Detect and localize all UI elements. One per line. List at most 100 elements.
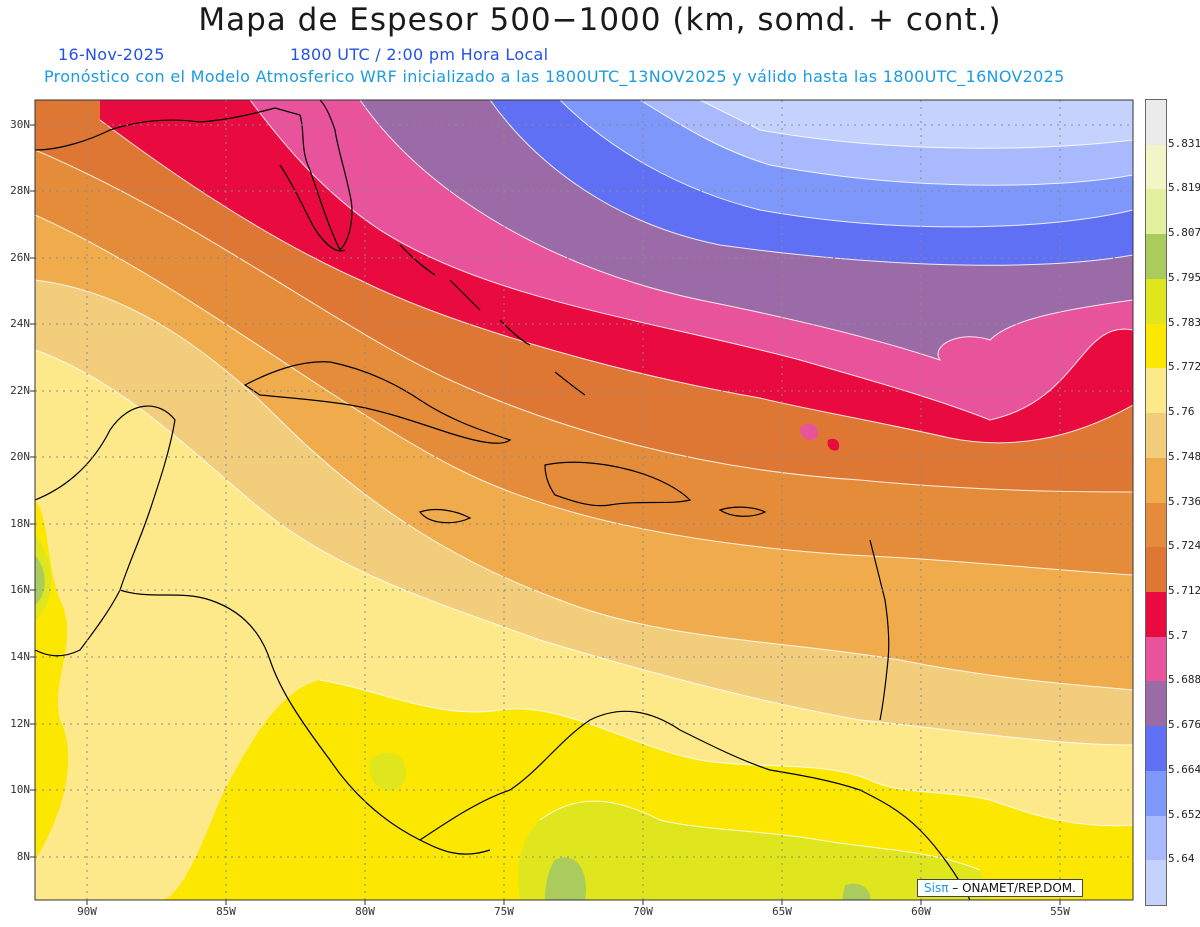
band-5.712 (100, 100, 1133, 443)
lat-label: 8N (16, 850, 30, 863)
valid-date: 16-Nov-2025 (58, 45, 165, 64)
credit-text: – ONAMET/REP.DOM. (948, 881, 1076, 895)
lon-label: 65W (772, 905, 792, 918)
band-5.664 (560, 100, 1133, 227)
lat-label: 30N (10, 118, 30, 131)
thickness-bands (35, 100, 1133, 900)
grid-lines (35, 100, 1133, 900)
band-5.807-c (35, 555, 45, 605)
lon-label: 70W (633, 905, 653, 918)
colorbar-swatch (1146, 457, 1166, 503)
colorbar-swatch (1146, 815, 1166, 861)
hispaniola (544, 461, 692, 507)
colorbar-swatch (1146, 636, 1166, 682)
colorbar-swatch (1146, 681, 1166, 727)
band-5.7-blob (800, 423, 819, 441)
colorbar-label: 5.736 (1168, 494, 1200, 508)
yucatan (35, 405, 176, 657)
puerto-rico (718, 506, 767, 517)
colorbar-swatch (1146, 547, 1166, 593)
colorbar-label: 5.795 (1168, 270, 1200, 284)
coastlines (35, 100, 971, 900)
colorbar-label: 5.772 (1168, 360, 1200, 374)
band-5.783-a (160, 680, 1133, 900)
band-5.64 (700, 100, 1133, 149)
band-5.688 (360, 100, 1133, 360)
cuba (243, 361, 512, 444)
band-5.748 (35, 215, 1133, 690)
lon-label: 80W (355, 905, 375, 918)
florida (279, 164, 346, 252)
colorbar-swatch (1146, 234, 1166, 280)
band-5.795-a (518, 801, 990, 900)
lat-label: 14N (10, 650, 30, 663)
colorbar-swatch (1146, 860, 1166, 906)
band-5.807-b (842, 883, 871, 900)
colorbar-swatch (1146, 770, 1166, 817)
colorbar-label: 5.724 (1168, 539, 1200, 553)
colorbar-swatch (1146, 189, 1166, 235)
band-5.712-blob (827, 438, 840, 451)
lesser-antilles (869, 539, 890, 721)
axis-ticks (30, 124, 1061, 905)
map-title: Mapa de Espesor 500−1000 (km, somd. + co… (198, 2, 1002, 38)
colorbar-swatch (1146, 726, 1166, 772)
valid-time: 1800 UTC / 2:00 pm Hora Local (290, 45, 549, 64)
lon-label: 75W (494, 905, 514, 918)
colorbar-label: 5.664 (1168, 762, 1200, 776)
sispi-logo: Sisπ (924, 881, 949, 895)
jamaica (419, 508, 472, 524)
band-5.795-c (369, 752, 406, 791)
colorbar-label: 5.676 (1168, 718, 1200, 732)
lat-label: 18N (10, 517, 30, 530)
colorbar-label: 5.76 (1168, 405, 1195, 419)
colorbar-swatch (1146, 278, 1166, 325)
colorbar-label: 5.688 (1168, 673, 1200, 687)
colorbar-label: 5.64 (1168, 852, 1195, 866)
lat-label: 12N (10, 717, 30, 730)
lat-label: 16N (10, 583, 30, 596)
band-5.772 (35, 350, 1133, 900)
colorbar-label: 5.712 (1168, 583, 1200, 597)
colorbar-swatch (1146, 323, 1166, 369)
band-5.724 (35, 100, 1133, 492)
band-5.76 (35, 280, 1133, 745)
colorbar-swatch (1146, 591, 1166, 638)
lon-label: 60W (911, 905, 931, 918)
model-description: Pronóstico con el Modelo Atmosferico WRF… (44, 67, 1065, 86)
lon-label: 85W (216, 905, 236, 918)
lat-label: 26N (10, 251, 30, 264)
credit-box: Sisπ – ONAMET/REP.DOM. (917, 879, 1083, 897)
lat-label: 20N (10, 450, 30, 463)
lat-label: 24N (10, 317, 30, 330)
colorbar-label: 5.7 (1168, 628, 1188, 642)
lon-label: 55W (1050, 905, 1070, 918)
colorbar-label: 5.652 (1168, 807, 1200, 821)
lat-label: 28N (10, 184, 30, 197)
colorbar-swatch (1146, 502, 1166, 548)
colorbar-label: 5.807 (1168, 226, 1200, 240)
lat-label: 22N (10, 384, 30, 397)
colorbar-swatch (1146, 100, 1166, 146)
colorbar-label: 5.831 (1168, 136, 1200, 150)
colorbar-swatch (1146, 368, 1166, 414)
band-5.676 (490, 100, 1133, 266)
band-5.736 (35, 150, 1133, 575)
colorbar-label: 5.783 (1168, 315, 1200, 329)
lat-label: 10N (10, 783, 30, 796)
thickness-contours (35, 100, 1133, 871)
colorbar-label: 5.748 (1168, 449, 1200, 463)
colorbar (1145, 99, 1167, 906)
bahamas (399, 244, 586, 396)
gulf-coast (35, 100, 353, 252)
map-frame (34, 99, 1134, 901)
band-5.652 (640, 100, 1133, 186)
band-5.807-a (545, 857, 586, 900)
colorbar-label: 5.819 (1168, 181, 1200, 195)
panama-colombia (419, 710, 971, 900)
colorbar-swatch (1146, 413, 1166, 459)
band-5.7 (250, 100, 1133, 420)
colorbar-swatch (1146, 144, 1166, 190)
lon-label: 90W (77, 905, 97, 918)
